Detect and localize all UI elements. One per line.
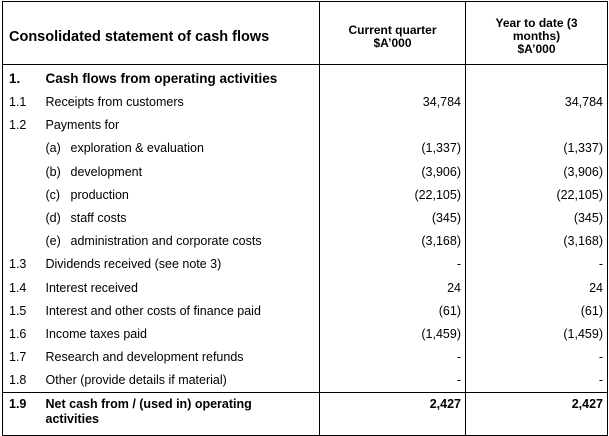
row-number: 1.1 [2,91,46,115]
table-row: (c) production (22,105) (22,105) [2,183,608,207]
row-ytd-value: 24 [465,276,608,300]
table-row: 1.1 Receipts from customers 34,784 34,784 [2,91,608,115]
row-ytd-value: (3,168) [465,230,608,254]
row-label: Interest received [45,280,138,295]
column-header-current-quarter: Current quarter $A’000 [319,1,466,65]
row-current-value [319,114,466,138]
row-label: Other (provide details if material) [45,373,227,388]
total-label: Net cash from / (used in) operating acti… [45,392,320,436]
row-label: Research and development refunds [45,350,244,365]
row-number: 1.3 [2,253,46,277]
table-row: 1.8 Other (provide details if material) - - [2,369,608,393]
table-row: 1.6 Income taxes paid (1,459) (1,459) [2,322,608,347]
row-ytd-value [465,114,608,138]
section-heading-row: 1. Cash flows from operating activities [2,64,608,91]
row-sub-letter: (a) [45,141,61,156]
row-ytd-value: (3,906) [465,160,608,184]
table-row: 1.5 Interest and other costs of finance p… [2,299,608,323]
row-ytd-value: - [465,253,608,277]
table-row: 1.7 Research and development refunds - - [2,346,608,370]
section-label: Cash flows from operating activities [45,70,278,86]
total-ytd-value: 2,427 [465,392,608,436]
row-ytd-value: 34,784 [465,91,608,115]
row-number: 1.8 [2,369,46,393]
row-current-value: (3,906) [319,160,466,184]
row-number [2,160,46,184]
row-current-value: (1,337) [319,137,466,161]
row-label: (b) development [46,161,320,184]
row-label-text: exploration & evaluation [70,141,204,156]
table-row: (d) staff costs (345) (345) [2,206,608,231]
row-ytd-value: (1,459) [465,322,608,347]
statement-title: Consolidated statement of cash flows [2,1,320,65]
row-label-text: administration and corporate costs [70,234,262,249]
table-row: (e) administration and corporate costs (3,… [2,230,608,254]
table-row: 1.4 Interest received 24 24 [2,276,608,300]
row-ytd-value: (61) [465,299,608,323]
table-row: 1.2 Payments for [2,114,608,138]
row-number [2,137,46,161]
row-label: (c) production [46,184,320,207]
row-number: 1.4 [2,276,46,300]
row-ytd-value: (345) [465,206,608,231]
column-header-year-to-date: Year to date (3 months) $A’000 [465,1,608,65]
row-label: (e) administration and corporate costs [46,230,320,253]
row-ytd-value: (22,105) [465,183,608,207]
row-sub-letter: (c) [45,187,61,202]
row-label: Income taxes paid [45,326,147,341]
row-current-value: - [319,369,466,393]
row-current-value: (1,459) [319,322,466,347]
row-label-text: production [70,187,129,202]
row-current-value: (3,168) [319,230,466,254]
row-number [2,206,46,231]
row-current-value: - [319,346,466,370]
row-ytd-value: (1,337) [465,137,608,161]
row-current-value: - [319,253,466,277]
row-ytd-value: - [465,346,608,370]
row-current-value: 24 [319,276,466,300]
row-number: 1.5 [2,299,46,323]
row-label: Interest and other costs of finance paid [45,303,261,318]
row-label: (a) exploration & evaluation [46,137,320,160]
table-row: (b) development (3,906) (3,906) [2,160,608,184]
cash-flow-rows: 1.1 Receipts from customers 34,784 34,784 1.… [2,91,608,393]
row-ytd-value: - [465,369,608,393]
row-current-value: (61) [319,299,466,323]
row-label-text: staff costs [70,211,127,226]
table-header-row: Consolidated statement of cash flows Cur… [2,1,608,65]
row-number [2,183,46,207]
row-current-value: (345) [319,206,466,231]
row-sub-letter: (b) [45,164,61,179]
table-row: (a) exploration & evaluation (1,337) (1,337… [2,137,608,161]
row-number: 1.2 [2,114,46,138]
row-current-value: 34,784 [319,91,466,115]
row-label: Receipts from customers [45,95,184,110]
row-label: Dividends received (see note 3) [45,257,222,272]
table-row: 1.3 Dividends received (see note 3) - - [2,253,608,277]
row-sub-letter: (e) [45,234,61,249]
row-label: (d) staff costs [46,207,320,230]
total-number: 1.9 [2,392,46,436]
row-label: Payments for [45,118,120,133]
row-number [2,230,46,254]
section-number: 1. [2,64,46,91]
row-number: 1.7 [2,346,46,370]
row-label-text: development [70,164,143,179]
row-sub-letter: (d) [45,211,61,226]
row-number: 1.6 [2,322,46,347]
total-current-value: 2,427 [319,392,466,436]
row-current-value: (22,105) [319,183,466,207]
total-row: 1.9 Net cash from / (used in) operating … [2,392,608,436]
